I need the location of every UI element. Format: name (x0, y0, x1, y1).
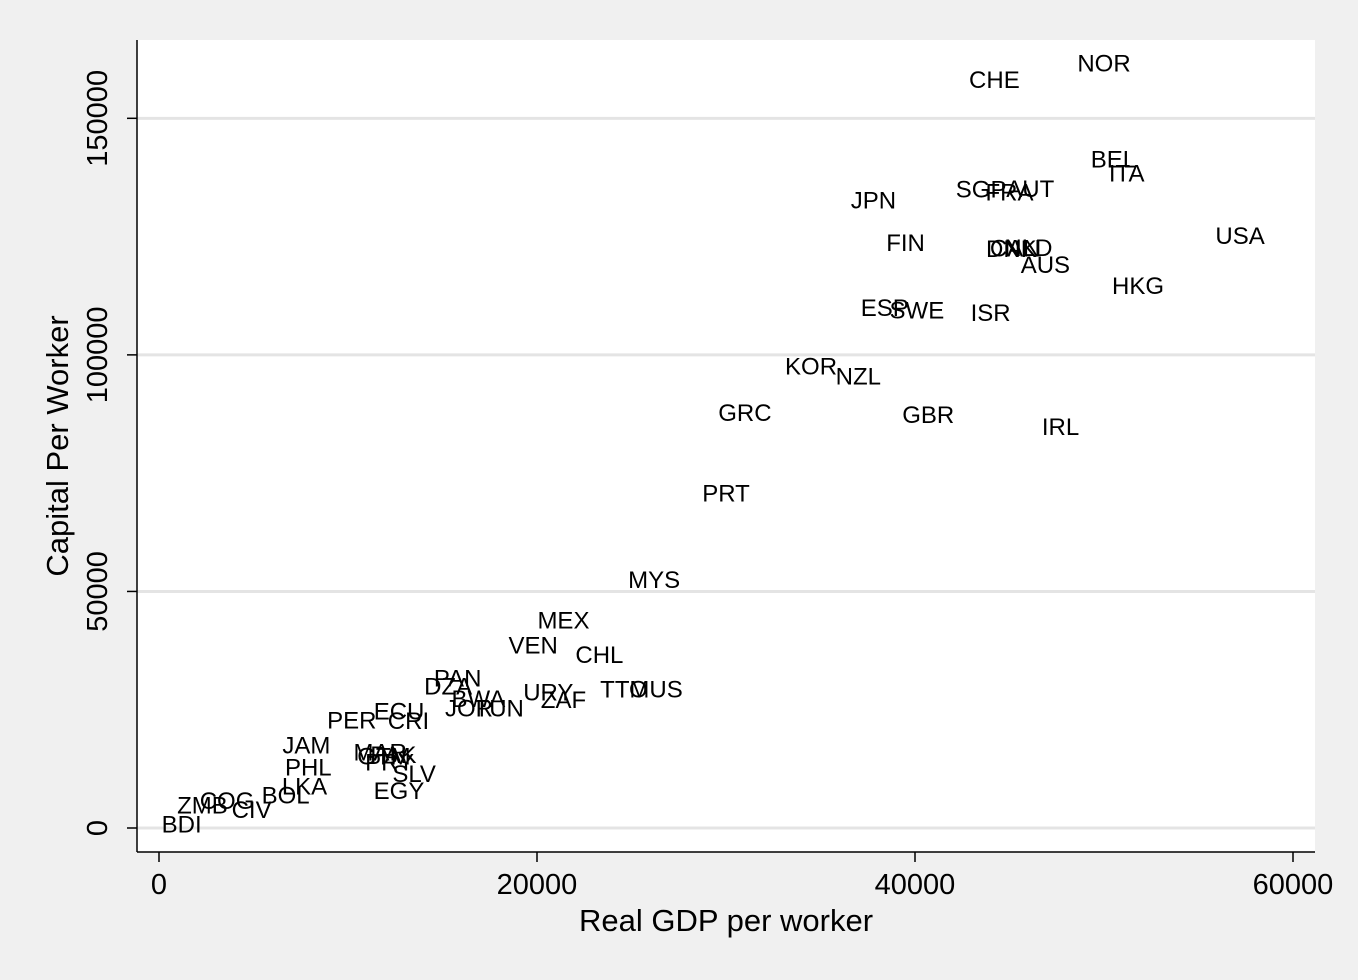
point-label-swe: SWE (890, 297, 945, 324)
plot-area (137, 40, 1315, 852)
x-tick-label: 60000 (1253, 869, 1334, 901)
point-label-zaf: ZAF (541, 687, 586, 714)
point-label-hkg: HKG (1112, 273, 1164, 300)
point-label-pry: PRY (365, 750, 414, 777)
point-label-gbr: GBR (902, 402, 954, 429)
point-label-civ: CIV (232, 797, 272, 824)
point-label-cog: COG (200, 788, 255, 815)
x-tick-label: 20000 (497, 869, 578, 901)
point-label-slv: SLV (392, 761, 436, 788)
x-tick-label: 0 (151, 869, 167, 901)
point-label-ecu: ECU (374, 699, 425, 726)
gridlines (137, 116, 1315, 830)
point-label-mex: MEX (537, 608, 589, 635)
point-label-dza: DZA (424, 674, 472, 701)
point-label-sgp: SGP (956, 177, 1007, 204)
point-label-jor: JOR (445, 695, 493, 722)
point-label-che: CHE (969, 67, 1020, 94)
point-label-esp: ESP (861, 295, 909, 322)
point-label-bwa: BWA (452, 686, 506, 713)
point-label-ven: VEN (509, 632, 558, 659)
point-label-fra: FRA (986, 180, 1034, 207)
point-label-tto: TTO (600, 676, 648, 703)
point-label-nld: NLD (1004, 235, 1052, 262)
y-tick-label: 100000 (82, 306, 114, 403)
point-label-bdi: BDI (162, 812, 202, 839)
point-label-bel: BEL (1091, 146, 1136, 173)
point-label-egy: EGY (374, 778, 425, 805)
point-label-jpn: JPN (851, 188, 896, 215)
point-label-bol: BOL (262, 782, 310, 809)
point-label-nor: NOR (1077, 50, 1130, 77)
point-label-nzl: NZL (836, 364, 881, 391)
point-label-pan: PAN (434, 665, 482, 692)
y-tick-label: 50000 (82, 551, 114, 632)
point-label-isr: ISR (971, 300, 1011, 327)
point-label-mar: MAR (353, 739, 406, 766)
point-label-ita: ITA (1109, 161, 1145, 188)
point-label-can: CAN (990, 235, 1041, 262)
point-label-aut: AUT (1006, 176, 1054, 203)
point-label-chl: CHL (575, 642, 623, 669)
y-tick-label: 150000 (82, 70, 114, 167)
point-label-kor: KOR (785, 354, 837, 381)
point-label-usa: USA (1215, 223, 1264, 250)
point-label-grc: GRC (718, 400, 771, 427)
point-label-mys: MYS (628, 567, 680, 594)
point-label-cri: CRI (388, 708, 429, 735)
point-label-prt: PRT (702, 480, 750, 507)
point-label-ury: URY (523, 680, 573, 707)
point-label-gtm: GTM (357, 744, 410, 771)
y-tick-label: 0 (82, 820, 114, 836)
point-label-tun: TUN (475, 696, 524, 723)
point-label-aus: AUS (1021, 252, 1070, 279)
axes: 0 20000 40000 60000 0 50000 100000 150000 (82, 40, 1333, 901)
point-label-fin: FIN (886, 230, 925, 257)
point-label-zmb: ZMB (177, 793, 228, 820)
x-tick-label: 40000 (875, 869, 956, 901)
point-label-mus: MUS (629, 676, 682, 703)
point-label-irl: IRL (1042, 414, 1079, 441)
point-label-lka: LKA (282, 773, 327, 800)
point-label-dnk: DNK (986, 236, 1037, 263)
point-label-pak: PAK (370, 742, 416, 769)
x-axis-title: Real GDP per worker (579, 903, 873, 938)
point-label-per: PER (327, 708, 376, 735)
point-label-jam: JAM (282, 733, 330, 760)
point-label-phl: PHL (285, 754, 332, 781)
y-axis-title: Capital Per Worker (40, 315, 75, 576)
